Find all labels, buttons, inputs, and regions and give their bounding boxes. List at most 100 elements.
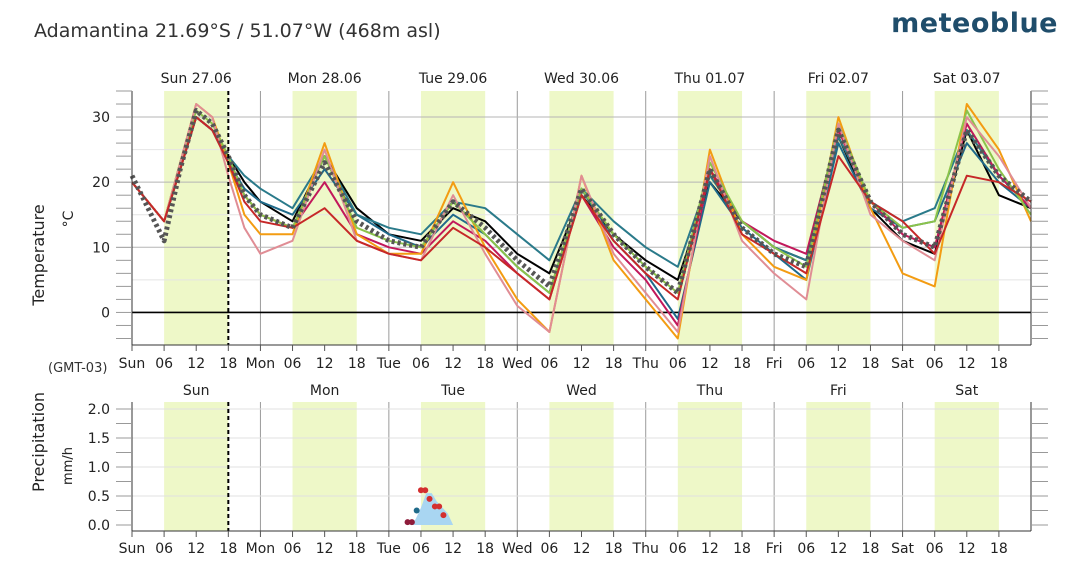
precip-x-tick-label: 12 [187,541,205,557]
temp-series-group [129,103,1033,340]
temp-x-tick-label: 18 [990,356,1008,372]
precip-axes: 0.0 0.5 1.0 1.5 2.0 Precipitation mm/h Sun Mon Tu… [29,383,1048,557]
temp-x-tick-label: 12 [573,356,591,372]
precip-x-tick-label: Wed [502,541,533,557]
temp-y-tick-label: 20 [92,175,110,191]
precip-x-tick-label: 12 [958,541,976,557]
temp-x-tick-label: 06 [926,356,944,372]
temp-x-tick-label: Wed [502,356,533,372]
temp-x-tick-label: Thu [632,356,659,372]
precip-x-tick-label: 12 [316,541,334,557]
temp-x-tick-label: 06 [412,356,430,372]
temp-x-tick-label: 06 [155,356,173,372]
precip-x-tick-label: 12 [701,541,719,557]
precip-y-tick-label: 2.0 [88,402,110,418]
temp-day-label: Thu 01.07 [674,71,746,87]
temp-x-tick-label: 12 [444,356,462,372]
precip-point [436,503,443,510]
precip-x-tick-label: Thu [632,541,659,557]
temp-x-tick-label: Fri [766,356,783,372]
precip-x-tick-label: 06 [669,541,687,557]
precip-day-label: Mon [310,383,340,399]
temp-x-tick-label: 18 [219,356,237,372]
precip-y-unit: mm/h [61,447,76,485]
temp-x-tick-label: 12 [187,356,205,372]
temp-day-label: Wed 30.06 [544,71,619,87]
precip-day-label: Thu [696,383,723,399]
precip-y-tick-label: 1.0 [88,460,110,476]
temp-x-tick-label: 06 [284,356,302,372]
precip-point [413,507,420,514]
precip-y-axis-label: Precipitation [29,392,48,492]
precip-x-tick-label: 06 [540,541,558,557]
precip-day-label: Sun [183,383,210,399]
temp-x-tick-label: 06 [797,356,815,372]
precip-x-tick-label: 12 [829,541,847,557]
temp-day-label: Sun 27.06 [161,71,232,87]
precip-x-tick-label: Fri [766,541,783,557]
temp-x-tick-label: Tue [376,356,401,372]
precip-x-tick-label: 18 [605,541,623,557]
precip-point [422,487,429,494]
precip-point [440,512,447,519]
temp-x-tick-label: 18 [476,356,494,372]
temp-daylight-band [549,91,614,345]
temp-daylight-band [677,91,743,345]
temp-day-label: Fri 02.07 [808,71,869,87]
precip-point [404,519,411,526]
temp-day-label: Mon 28.06 [288,71,362,87]
temp-x-tick-label: 18 [605,356,623,372]
precip-y-tick-label: 1.5 [88,431,110,447]
temp-x-tick-label: 12 [316,356,334,372]
precip-grid [131,402,1032,531]
temp-x-tick-label: Sat [891,356,914,372]
temp-x-tick-label: 18 [862,356,880,372]
precip-x-tick-label: 12 [573,541,591,557]
precip-x-tick-label: 18 [990,541,1008,557]
precip-x-tick-label: 18 [348,541,366,557]
precip-x-tick-label: 12 [444,541,462,557]
temp-x-tick-label: 06 [540,356,558,372]
temp-day-label: Sat 03.07 [933,71,1000,87]
precip-x-tick-label: 18 [862,541,880,557]
precip-point [431,503,438,510]
precip-x-tick-label: 06 [926,541,944,557]
precip-day-label: Wed [566,383,597,399]
precip-x-tick-label: 06 [155,541,173,557]
temp-y-tick-label: 0 [101,305,110,321]
precip-day-label: Sat [955,383,978,399]
precip-x-tick-label: 18 [219,541,237,557]
precip-x-tick-label: 06 [412,541,430,557]
timezone-label: (GMT-03) [48,361,107,376]
precip-x-tick-label: 18 [476,541,494,557]
temp-daylight-bands [164,91,999,345]
temp-x-tick-label: 12 [829,356,847,372]
temp-series-line [131,103,1032,333]
temp-series-mean [129,108,1033,296]
meteoblue-logo: meteoblue [891,8,1058,39]
temp-daylight-band [164,91,229,345]
precip-x-tick-label: 06 [797,541,815,557]
precip-x-tick-label: Tue [376,541,401,557]
temp-x-tick-label: 12 [701,356,719,372]
precip-x-tick-label: Sat [891,541,914,557]
precip-day-label: Fri [830,383,847,399]
temp-x-tick-label: 12 [958,356,976,372]
precip-y-tick-label: 0.0 [88,518,110,534]
temp-y-tick-label: 10 [92,240,110,256]
location-title: Adamantina 21.69°S / 51.07°W (468m asl) [34,20,441,42]
precip-x-tick-label: 18 [733,541,751,557]
temp-y-axis-label: Temperature [29,204,48,306]
temp-x-tick-label: 06 [669,356,687,372]
precip-day-label: Tue [440,383,465,399]
temp-y-unit: °C [61,210,77,227]
temp-x-tick-label: Sun [119,356,146,372]
precip-point [417,487,424,494]
temp-x-tick-label: Mon [246,356,276,372]
precip-x-tick-label: 06 [284,541,302,557]
temp-x-tick-label: 18 [348,356,366,372]
precip-x-tick-label: Mon [246,541,276,557]
temp-day-label: Tue 29.06 [418,71,488,87]
